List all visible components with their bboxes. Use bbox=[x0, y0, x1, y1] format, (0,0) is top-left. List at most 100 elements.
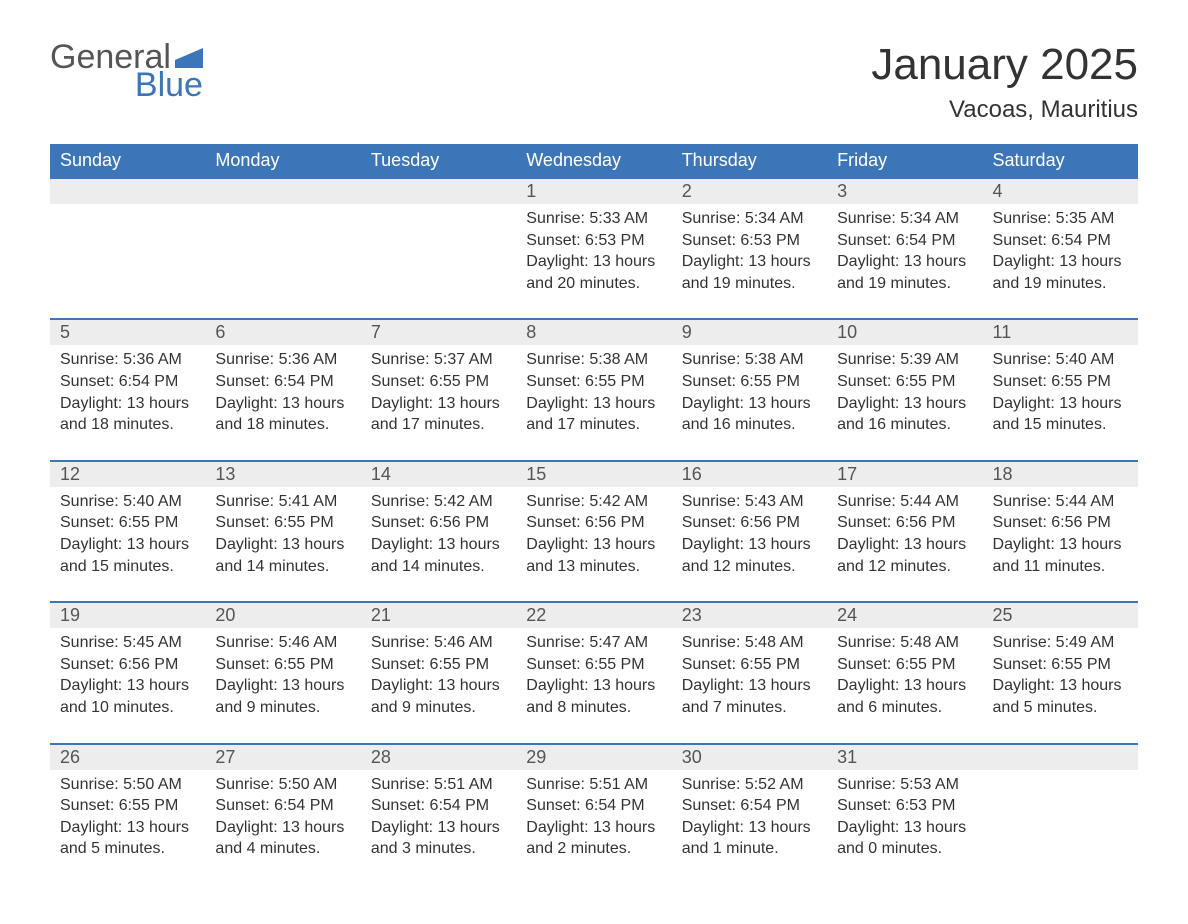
day-cell-number: 22 bbox=[516, 602, 671, 628]
sunset-text: Sunset: 6:55 PM bbox=[215, 512, 350, 534]
sunset-text: Sunset: 6:55 PM bbox=[526, 654, 661, 676]
daylight-text-1: Daylight: 13 hours bbox=[682, 534, 817, 556]
sunrise-text: Sunrise: 5:44 AM bbox=[993, 491, 1128, 513]
day-content: Sunrise: 5:37 AMSunset: 6:55 PMDaylight:… bbox=[361, 345, 516, 459]
daylight-text-1: Daylight: 13 hours bbox=[526, 251, 661, 273]
day-number: 15 bbox=[516, 462, 671, 487]
day-cell-number: 9 bbox=[672, 319, 827, 345]
header: General Blue January 2025 Vacoas, Maurit… bbox=[50, 40, 1138, 124]
weekday-header: Sunday bbox=[50, 144, 205, 178]
daylight-text-1: Daylight: 13 hours bbox=[682, 251, 817, 273]
day-number: 14 bbox=[361, 462, 516, 487]
daylight-text-1: Daylight: 13 hours bbox=[371, 393, 506, 415]
day-cell-content: Sunrise: 5:36 AMSunset: 6:54 PMDaylight:… bbox=[205, 345, 360, 460]
sunrise-text: Sunrise: 5:48 AM bbox=[682, 632, 817, 654]
daylight-text-1: Daylight: 13 hours bbox=[60, 817, 195, 839]
sunrise-text: Sunrise: 5:35 AM bbox=[993, 208, 1128, 230]
day-content: Sunrise: 5:40 AMSunset: 6:55 PMDaylight:… bbox=[50, 487, 205, 601]
week-daynum-row: 262728293031 bbox=[50, 744, 1138, 770]
day-cell-number: 13 bbox=[205, 461, 360, 487]
day-cell-number: 17 bbox=[827, 461, 982, 487]
sunrise-text: Sunrise: 5:40 AM bbox=[60, 491, 195, 513]
sunset-text: Sunset: 6:56 PM bbox=[682, 512, 817, 534]
day-number: 11 bbox=[983, 320, 1138, 345]
week-daynum-row: 567891011 bbox=[50, 319, 1138, 345]
sunrise-text: Sunrise: 5:45 AM bbox=[60, 632, 195, 654]
sunrise-text: Sunrise: 5:50 AM bbox=[60, 774, 195, 796]
day-number: 28 bbox=[361, 745, 516, 770]
sunset-text: Sunset: 6:53 PM bbox=[837, 795, 972, 817]
day-content: Sunrise: 5:38 AMSunset: 6:55 PMDaylight:… bbox=[672, 345, 827, 459]
sunrise-text: Sunrise: 5:43 AM bbox=[682, 491, 817, 513]
day-cell-number: 5 bbox=[50, 319, 205, 345]
logo: General Blue bbox=[50, 40, 203, 102]
day-content: Sunrise: 5:33 AMSunset: 6:53 PMDaylight:… bbox=[516, 204, 671, 318]
daylight-text-2: and 10 minutes. bbox=[60, 697, 195, 719]
day-cell-content: Sunrise: 5:47 AMSunset: 6:55 PMDaylight:… bbox=[516, 628, 671, 743]
day-cell-content: Sunrise: 5:40 AMSunset: 6:55 PMDaylight:… bbox=[983, 345, 1138, 460]
week-content-row: Sunrise: 5:33 AMSunset: 6:53 PMDaylight:… bbox=[50, 204, 1138, 319]
day-number: 6 bbox=[205, 320, 360, 345]
day-content: Sunrise: 5:47 AMSunset: 6:55 PMDaylight:… bbox=[516, 628, 671, 742]
day-cell-content: Sunrise: 5:51 AMSunset: 6:54 PMDaylight:… bbox=[516, 770, 671, 884]
daylight-text-1: Daylight: 13 hours bbox=[526, 675, 661, 697]
weekday-header: Friday bbox=[827, 144, 982, 178]
day-number: 23 bbox=[672, 603, 827, 628]
sunset-text: Sunset: 6:55 PM bbox=[993, 654, 1128, 676]
daylight-text-1: Daylight: 13 hours bbox=[837, 817, 972, 839]
sunrise-text: Sunrise: 5:36 AM bbox=[60, 349, 195, 371]
day-number: 10 bbox=[827, 320, 982, 345]
sunset-text: Sunset: 6:55 PM bbox=[526, 371, 661, 393]
daylight-text-1: Daylight: 13 hours bbox=[215, 675, 350, 697]
day-content bbox=[205, 204, 360, 314]
daylight-text-2: and 4 minutes. bbox=[215, 838, 350, 860]
day-number: 25 bbox=[983, 603, 1138, 628]
day-cell-number: 8 bbox=[516, 319, 671, 345]
sunset-text: Sunset: 6:54 PM bbox=[682, 795, 817, 817]
day-cell-content: Sunrise: 5:44 AMSunset: 6:56 PMDaylight:… bbox=[827, 487, 982, 602]
sunset-text: Sunset: 6:56 PM bbox=[993, 512, 1128, 534]
daylight-text-2: and 3 minutes. bbox=[371, 838, 506, 860]
sunset-text: Sunset: 6:56 PM bbox=[60, 654, 195, 676]
day-cell-content bbox=[50, 204, 205, 319]
daylight-text-1: Daylight: 13 hours bbox=[526, 817, 661, 839]
day-content: Sunrise: 5:43 AMSunset: 6:56 PMDaylight:… bbox=[672, 487, 827, 601]
day-cell-number: 3 bbox=[827, 178, 982, 204]
weekday-header: Thursday bbox=[672, 144, 827, 178]
day-content: Sunrise: 5:39 AMSunset: 6:55 PMDaylight:… bbox=[827, 345, 982, 459]
day-cell-number bbox=[361, 178, 516, 204]
day-number: 5 bbox=[50, 320, 205, 345]
day-content: Sunrise: 5:48 AMSunset: 6:55 PMDaylight:… bbox=[672, 628, 827, 742]
day-cell-content bbox=[361, 204, 516, 319]
daylight-text-2: and 14 minutes. bbox=[215, 556, 350, 578]
day-number: 21 bbox=[361, 603, 516, 628]
logo-text-blue: Blue bbox=[108, 68, 203, 102]
week-daynum-row: 1234 bbox=[50, 178, 1138, 204]
day-cell-content: Sunrise: 5:53 AMSunset: 6:53 PMDaylight:… bbox=[827, 770, 982, 884]
day-number: 9 bbox=[672, 320, 827, 345]
daylight-text-2: and 14 minutes. bbox=[371, 556, 506, 578]
day-number: 29 bbox=[516, 745, 671, 770]
day-cell-number: 26 bbox=[50, 744, 205, 770]
daylight-text-1: Daylight: 13 hours bbox=[993, 675, 1128, 697]
sunrise-text: Sunrise: 5:40 AM bbox=[993, 349, 1128, 371]
day-number bbox=[983, 745, 1138, 770]
daylight-text-2: and 8 minutes. bbox=[526, 697, 661, 719]
day-cell-content: Sunrise: 5:50 AMSunset: 6:54 PMDaylight:… bbox=[205, 770, 360, 884]
daylight-text-1: Daylight: 13 hours bbox=[993, 251, 1128, 273]
daylight-text-1: Daylight: 13 hours bbox=[371, 817, 506, 839]
day-content: Sunrise: 5:48 AMSunset: 6:55 PMDaylight:… bbox=[827, 628, 982, 742]
sunrise-text: Sunrise: 5:52 AM bbox=[682, 774, 817, 796]
sunset-text: Sunset: 6:54 PM bbox=[526, 795, 661, 817]
day-content: Sunrise: 5:40 AMSunset: 6:55 PMDaylight:… bbox=[983, 345, 1138, 459]
daylight-text-1: Daylight: 13 hours bbox=[837, 675, 972, 697]
day-cell-content: Sunrise: 5:50 AMSunset: 6:55 PMDaylight:… bbox=[50, 770, 205, 884]
sunset-text: Sunset: 6:55 PM bbox=[837, 371, 972, 393]
day-cell-content: Sunrise: 5:34 AMSunset: 6:54 PMDaylight:… bbox=[827, 204, 982, 319]
day-content: Sunrise: 5:44 AMSunset: 6:56 PMDaylight:… bbox=[827, 487, 982, 601]
week-content-row: Sunrise: 5:45 AMSunset: 6:56 PM Daylight:… bbox=[50, 628, 1138, 743]
day-content: Sunrise: 5:53 AMSunset: 6:53 PMDaylight:… bbox=[827, 770, 982, 884]
day-number: 27 bbox=[205, 745, 360, 770]
daylight-text-2: and 11 minutes. bbox=[993, 556, 1128, 578]
day-cell-content: Sunrise: 5:36 AMSunset: 6:54 PMDaylight:… bbox=[50, 345, 205, 460]
